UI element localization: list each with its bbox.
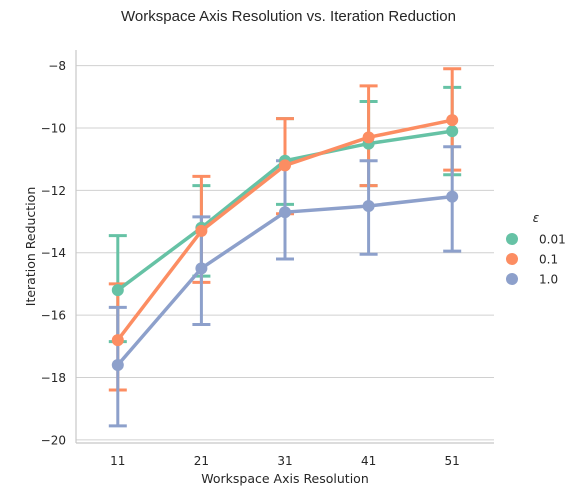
data-point-0.1 bbox=[446, 114, 459, 127]
y-tick-label: −14 bbox=[41, 246, 66, 260]
data-point-1.0 bbox=[446, 190, 459, 203]
legend-label-1.0: 1.0 bbox=[539, 273, 558, 287]
x-tick-label: 51 bbox=[445, 454, 460, 468]
legend-marker-0.1 bbox=[506, 253, 518, 265]
chart-title: Workspace Axis Resolution vs. Iteration … bbox=[121, 8, 456, 25]
y-tick-label: −12 bbox=[41, 184, 66, 198]
x-tick-label: 41 bbox=[361, 454, 376, 468]
y-tick-label: −8 bbox=[48, 59, 66, 73]
data-point-0.1 bbox=[195, 224, 208, 237]
legend-label-0.01: 0.01 bbox=[539, 233, 566, 247]
data-point-0.1 bbox=[362, 131, 375, 144]
y-tick-label: −16 bbox=[41, 309, 66, 323]
y-tick-label: −10 bbox=[41, 121, 66, 135]
data-point-0.1 bbox=[279, 159, 291, 172]
data-point-0.1 bbox=[111, 334, 124, 347]
x-axis-label: Workspace Axis Resolution bbox=[201, 471, 369, 486]
x-tick-label: 11 bbox=[110, 454, 125, 468]
legend-marker-0.01 bbox=[506, 233, 518, 245]
data-point-1.0 bbox=[195, 262, 208, 275]
data-point-1.0 bbox=[111, 359, 124, 372]
data-point-0.01 bbox=[111, 284, 124, 297]
y-tick-label: −20 bbox=[41, 433, 66, 447]
data-point-1.0 bbox=[362, 199, 375, 212]
legend-label-0.1: 0.1 bbox=[539, 253, 558, 267]
data-point-1.0 bbox=[279, 206, 291, 219]
legend-title: ε bbox=[533, 211, 540, 225]
data-point-0.01 bbox=[446, 125, 459, 138]
x-tick-label: 21 bbox=[194, 454, 209, 468]
y-tick-label: −18 bbox=[41, 371, 66, 385]
x-tick-label: 31 bbox=[277, 454, 292, 468]
y-axis-label: Iteration Reduction bbox=[23, 187, 38, 306]
legend-marker-1.0 bbox=[506, 273, 518, 285]
